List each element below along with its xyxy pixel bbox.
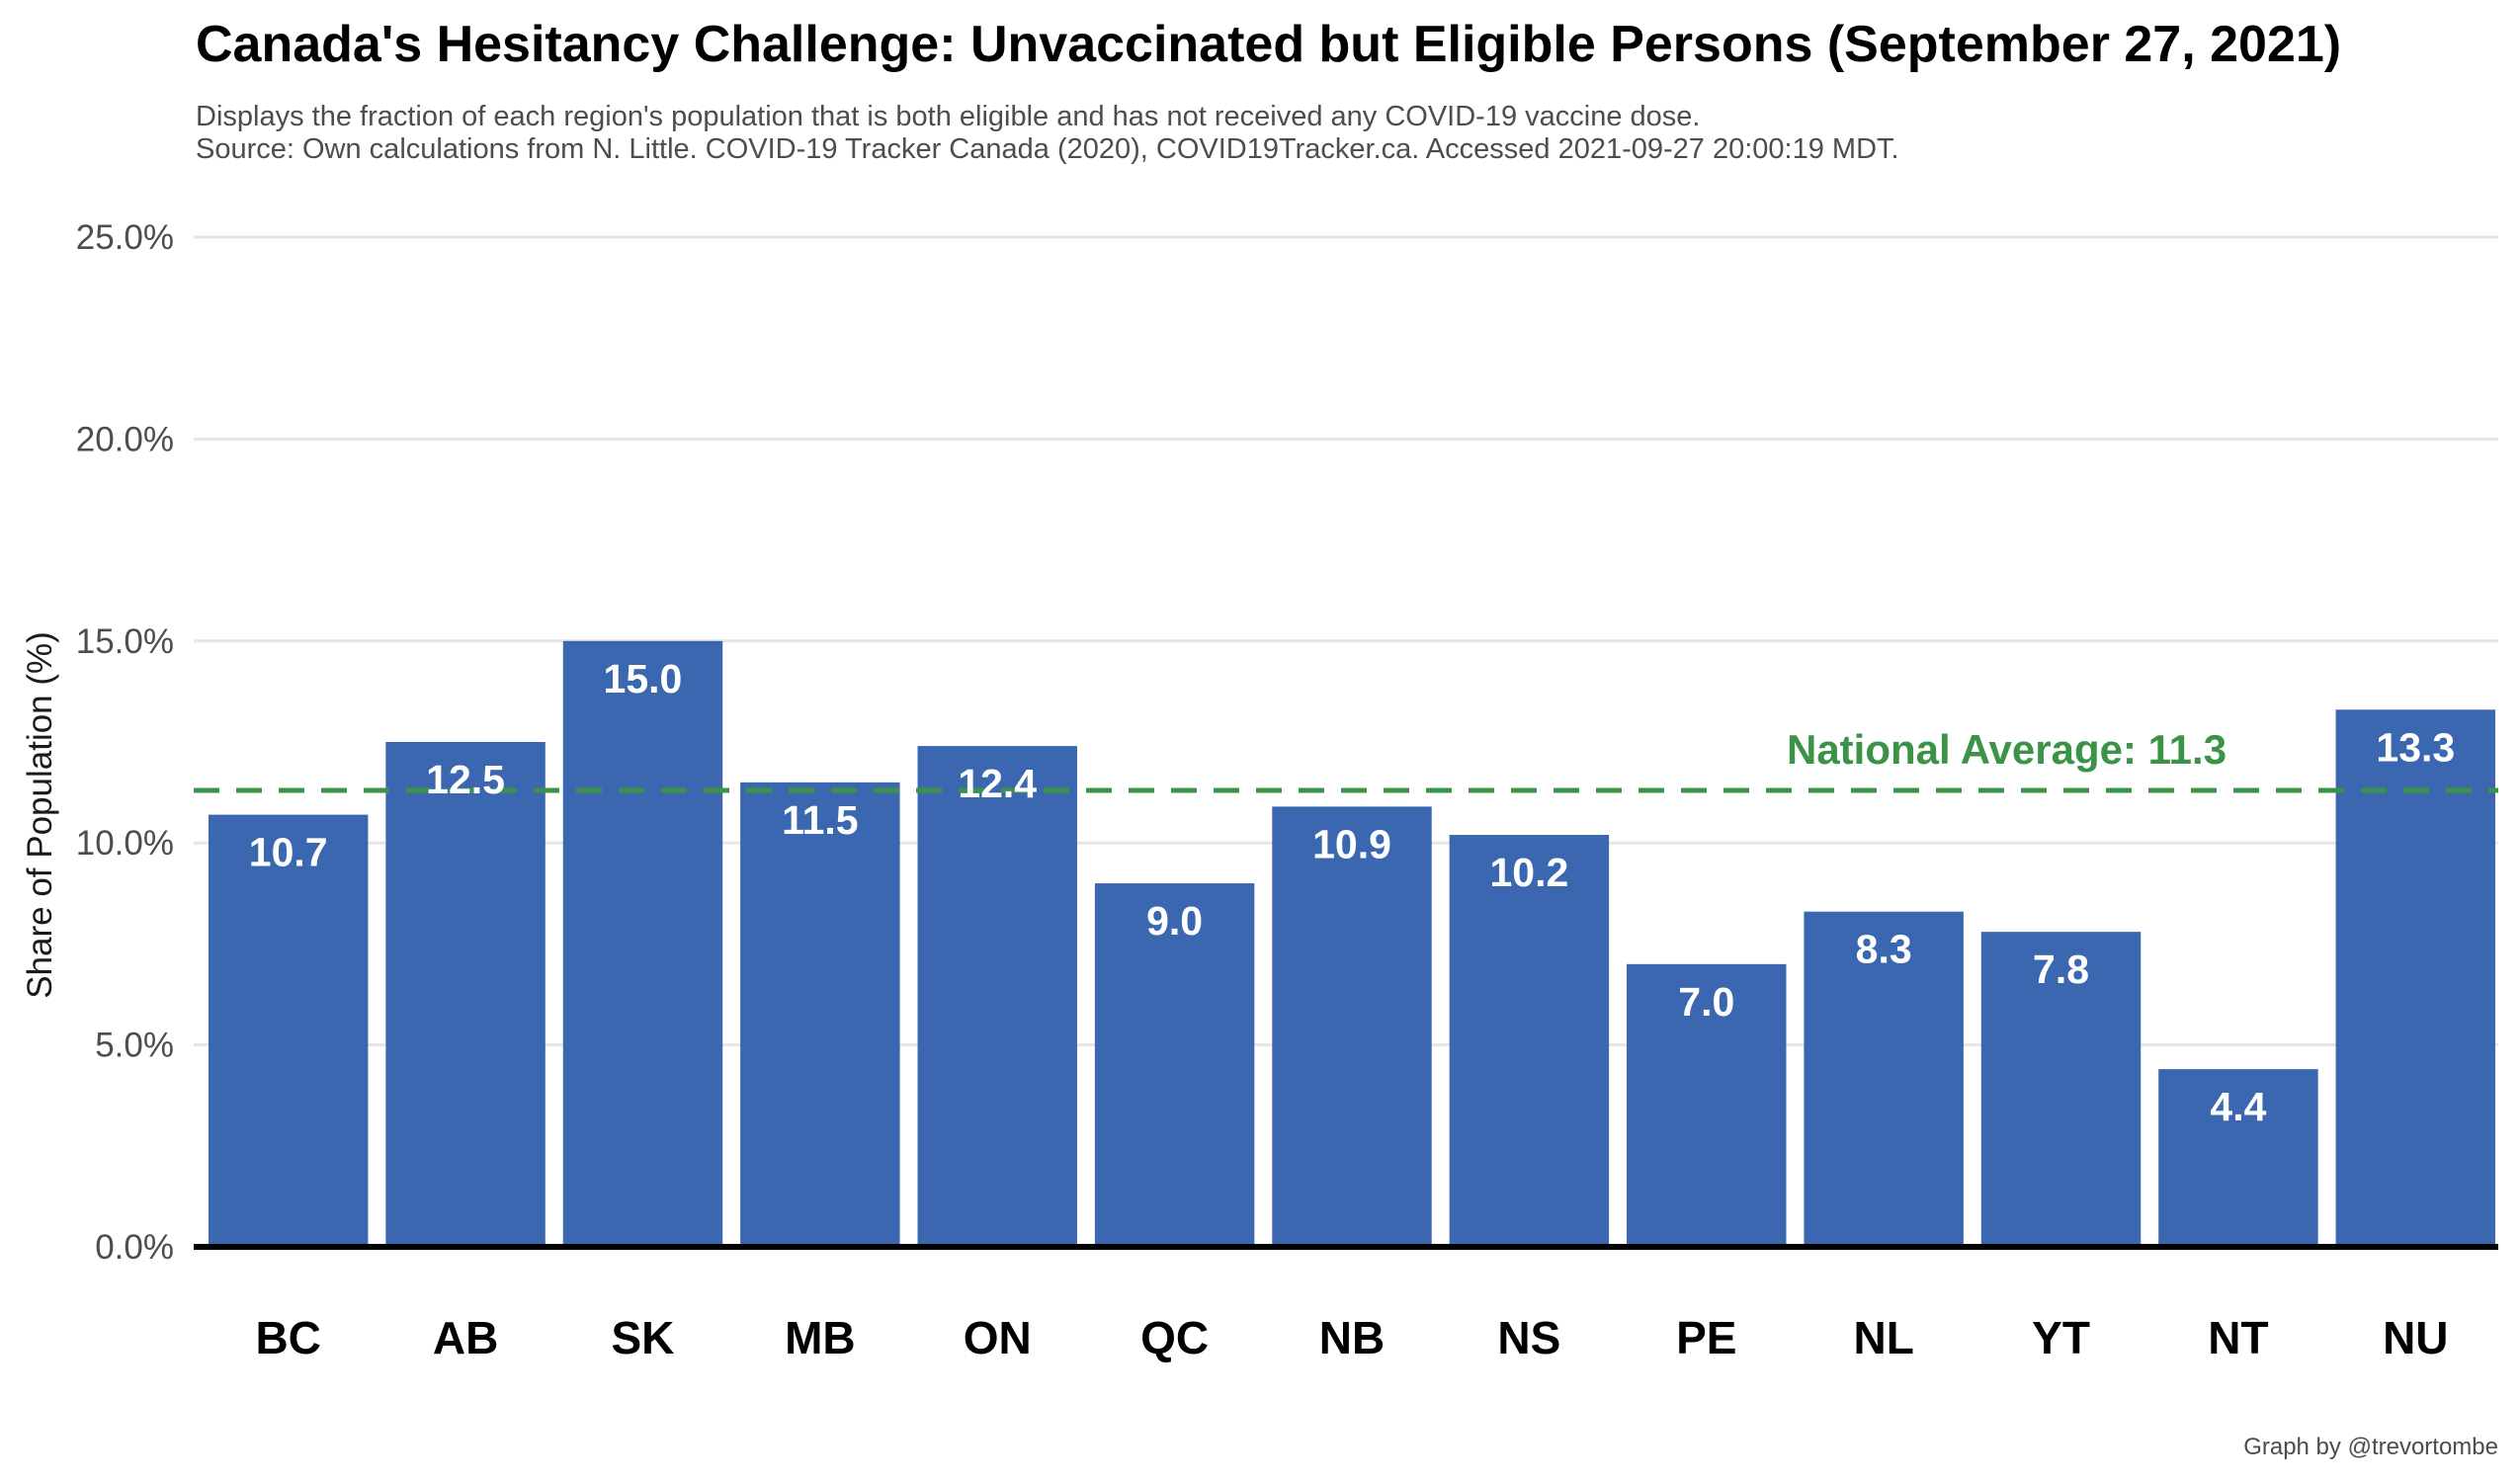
bar-value-label: 7.0 [1678,979,1734,1025]
x-tick-label: SK [612,1312,675,1363]
x-tick-label: AB [433,1312,498,1363]
x-tick-label: ON [964,1312,1032,1363]
chart-title: Canada's Hesitancy Challenge: Unvaccinat… [196,16,2341,73]
bar-value-labels: 10.7 12.5 15.0 11.5 12.4 9.0 10.9 10.2 7.0 8.3 7.8… [249,656,2455,1129]
bar-qc [1094,883,1255,1247]
x-tick-label: NT [2208,1312,2268,1363]
bar-value-label: 9.0 [1146,898,1203,944]
bar-nt [2158,1069,2318,1247]
bar-value-label: 12.4 [958,761,1037,806]
y-axis-label: Share of Population (%) [21,631,59,999]
bar-value-label: 10.9 [1312,821,1391,866]
chart-subtitle-line-1: Displays the fraction of each region's p… [196,101,1701,132]
bar-pe [1627,963,1787,1247]
bar-value-label: 10.7 [249,830,328,875]
bar-nl [1804,911,1964,1247]
bar-nb [1272,806,1432,1247]
bar-value-label: 7.8 [2033,947,2089,992]
x-axis-ticks: BC AB SK MB ON QC NB NS PE NL YT NT NU [255,1312,2448,1363]
bar-sk [562,640,723,1247]
chart-caption: Graph by @trevortombe [2243,1434,2498,1460]
x-tick-label: QC [1140,1312,1209,1363]
bar-ab [385,742,546,1247]
x-tick-label: NU [2383,1312,2448,1363]
x-tick-label: BC [255,1312,320,1363]
chart-subtitle-line-2: Source: Own calculations from N. Little.… [196,133,1899,165]
reference-line-group: National Average: 11.3 [194,726,2498,793]
bar-mb [740,782,900,1247]
x-tick-label: MB [785,1312,856,1363]
bar-ns [1449,835,1610,1247]
y-tick-label: 10.0% [76,824,174,863]
y-axis-ticks: 0.0% 5.0% 10.0% 15.0% 20.0% 25.0% [76,218,174,1267]
national-average-label: National Average: 11.3 [1787,726,2226,773]
y-tick-label: 20.0% [76,420,174,458]
y-tick-label: 25.0% [76,218,174,257]
bar-value-label: 10.2 [1489,850,1568,895]
x-tick-label: NB [1319,1312,1385,1363]
x-tick-label: NL [1853,1312,1913,1363]
y-tick-label: 5.0% [95,1027,174,1065]
bar-nu [2335,709,2496,1247]
y-tick-label: 0.0% [95,1228,174,1267]
bar-value-label: 8.3 [1856,927,1912,972]
bar-yt [1980,932,2142,1247]
x-tick-label: YT [2032,1312,2090,1363]
bar-value-label: 4.4 [2210,1084,2266,1129]
x-tick-label: PE [1676,1312,1736,1363]
x-tick-label: NS [1497,1312,1560,1363]
bar-value-label: 13.3 [2376,724,2455,770]
bar-bc [208,814,369,1247]
bar-value-label: 12.5 [426,757,505,802]
bar-value-label: 15.0 [604,656,683,701]
y-tick-label: 15.0% [76,622,174,661]
bar-on [917,746,1077,1247]
bars [194,640,2498,1250]
bar-value-label: 11.5 [782,797,859,843]
